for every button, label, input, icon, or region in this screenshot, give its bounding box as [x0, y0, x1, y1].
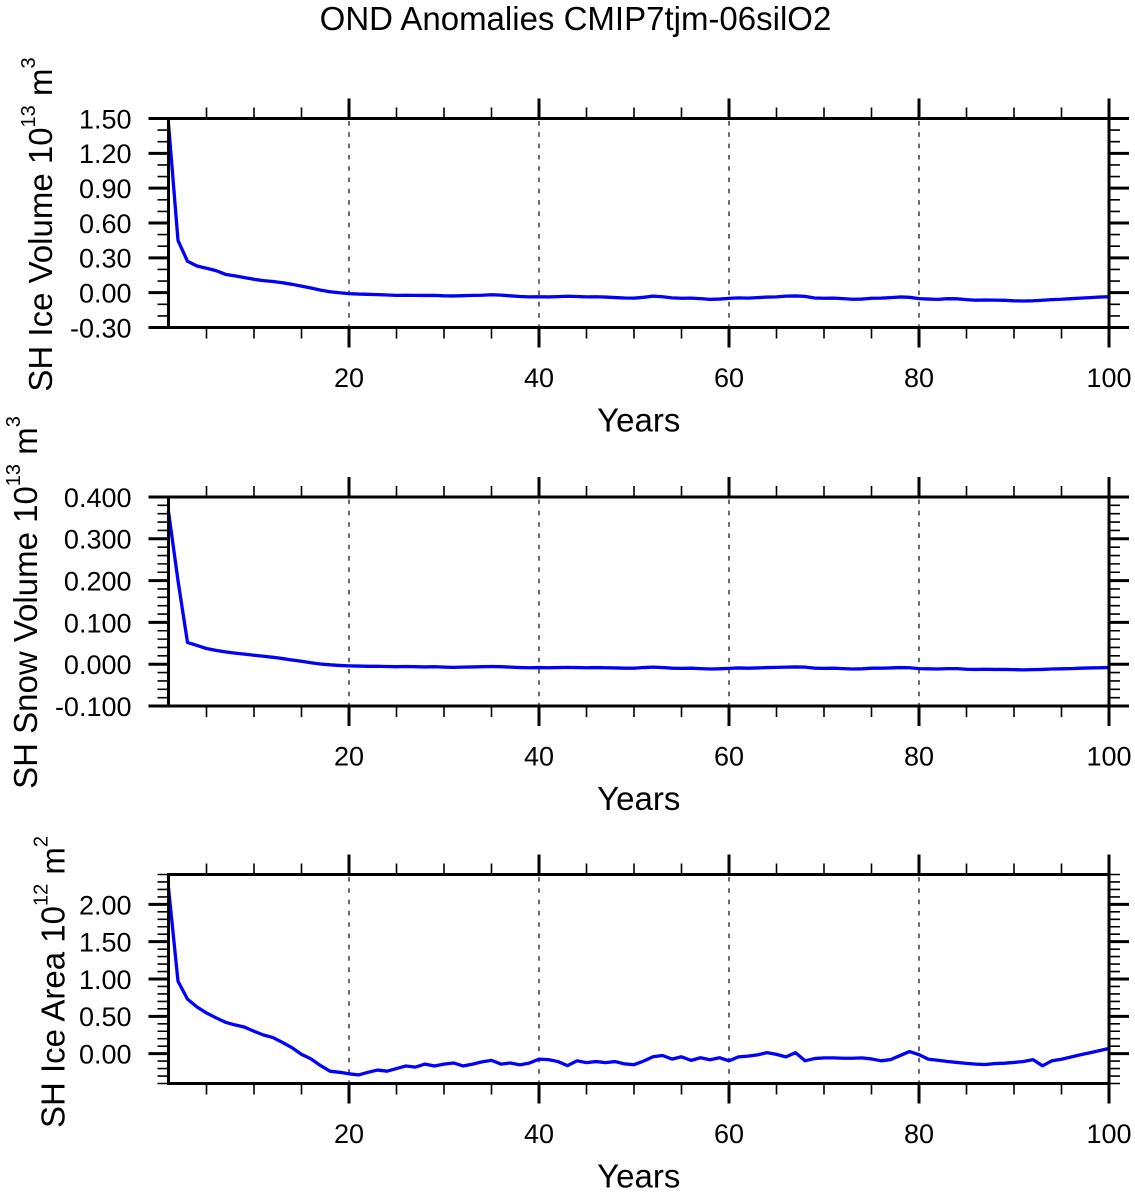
- svg-text:Years: Years: [597, 402, 680, 439]
- svg-text:60: 60: [714, 363, 744, 393]
- svg-text:0.00: 0.00: [79, 279, 132, 309]
- svg-text:0.00: 0.00: [79, 1040, 132, 1070]
- svg-text:20: 20: [334, 1119, 364, 1149]
- svg-text:60: 60: [714, 742, 744, 772]
- svg-text:100: 100: [1086, 1119, 1131, 1149]
- svg-text:OND Anomalies CMIP7tjm-06silO2: OND Anomalies CMIP7tjm-06silO2: [320, 0, 832, 37]
- svg-text:0.90: 0.90: [79, 174, 132, 204]
- svg-text:1.50: 1.50: [79, 104, 132, 134]
- svg-text:0.50: 0.50: [79, 1002, 132, 1032]
- svg-text:2.00: 2.00: [79, 890, 132, 920]
- svg-text:60: 60: [714, 1119, 744, 1149]
- svg-text:0.200: 0.200: [64, 567, 132, 597]
- svg-text:0.60: 0.60: [79, 209, 132, 239]
- svg-text:0.100: 0.100: [64, 608, 132, 638]
- svg-text:0.000: 0.000: [64, 650, 132, 680]
- svg-text:SH Ice Area 1012 m2: SH Ice Area 1012 m2: [31, 836, 72, 1128]
- svg-text:1.00: 1.00: [79, 965, 132, 995]
- svg-text:SH Snow Volume 1013 m3: SH Snow Volume 1013 m3: [3, 416, 44, 789]
- svg-text:Years: Years: [597, 1158, 680, 1195]
- svg-text:40: 40: [524, 363, 554, 393]
- svg-text:40: 40: [524, 742, 554, 772]
- svg-text:1.50: 1.50: [79, 928, 132, 958]
- svg-text:0.30: 0.30: [79, 244, 132, 274]
- svg-text:Years: Years: [597, 780, 680, 817]
- svg-text:100: 100: [1086, 742, 1131, 772]
- svg-text:80: 80: [904, 363, 934, 393]
- svg-text:SH Ice Volume 1013 m3: SH Ice Volume 1013 m3: [18, 57, 59, 391]
- svg-text:20: 20: [334, 742, 364, 772]
- svg-text:0.300: 0.300: [64, 525, 132, 555]
- svg-text:-0.30: -0.30: [70, 313, 132, 343]
- svg-text:40: 40: [524, 1119, 554, 1149]
- svg-text:1.20: 1.20: [79, 139, 132, 169]
- svg-text:-0.100: -0.100: [55, 692, 132, 722]
- svg-text:0.400: 0.400: [64, 483, 132, 513]
- svg-text:20: 20: [334, 363, 364, 393]
- svg-text:80: 80: [904, 742, 934, 772]
- svg-text:100: 100: [1086, 363, 1131, 393]
- svg-text:80: 80: [904, 1119, 934, 1149]
